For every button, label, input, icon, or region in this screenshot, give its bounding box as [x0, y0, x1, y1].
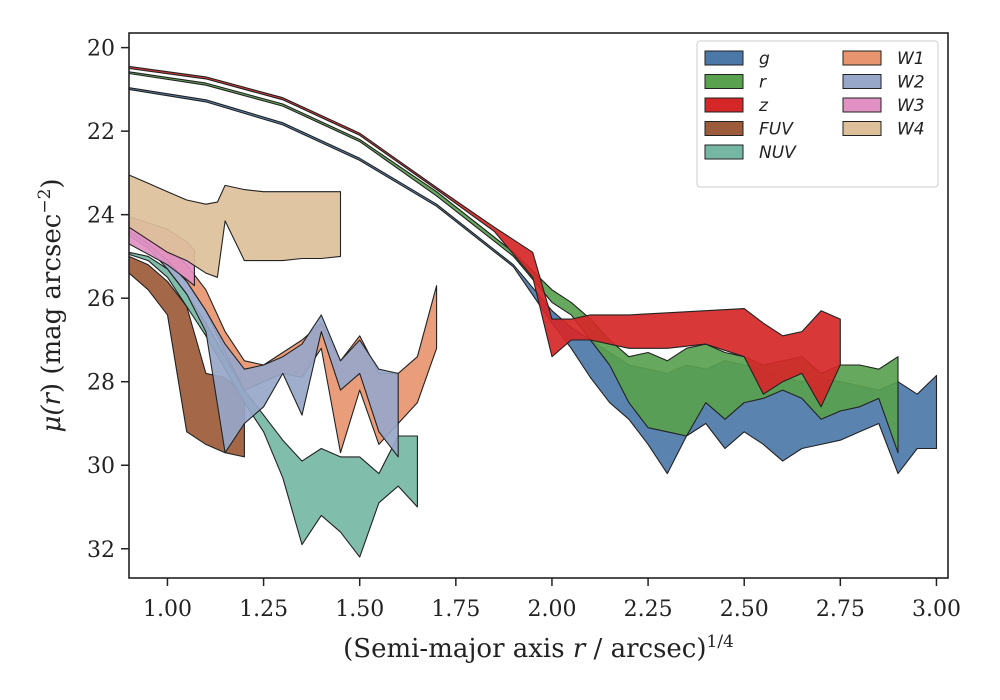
y-tick-label: 20 — [87, 37, 115, 62]
legend-swatch-nuv — [704, 144, 744, 160]
band-z — [128, 65, 841, 408]
legend: grz FUV NUV W1 W2 W3 W4 — [696, 40, 939, 188]
x-axis-label-sup: 1/4 — [707, 632, 734, 652]
legend-swatch-z — [704, 97, 744, 113]
x-axis-ticks: 1.00 1.25 1.50 1.75 2.00 2.25 2.50 2.75 3.00 — [143, 578, 961, 622]
legend-swatch-fuv — [704, 121, 744, 136]
y-axis-label-sup: −2 — [35, 189, 55, 214]
legend-swatch-w1 — [842, 50, 882, 66]
legend-label-w4: W4 — [897, 120, 925, 140]
y-axis-label: μ(r) (mag arcsec−2) — [35, 178, 67, 432]
plot-frame — [128, 32, 949, 579]
y-tick-label: 30 — [87, 454, 115, 479]
x-axis-label-var: r — [573, 634, 587, 664]
legend-label-nuv: NUV — [759, 143, 797, 163]
y-axis-ticks: 20 22 24 26 28 30 32 — [87, 37, 129, 563]
x-tick-label: 2.25 — [624, 597, 673, 622]
x-tick-label: 1.00 — [143, 597, 192, 622]
x-tick-label: 3.00 — [912, 597, 961, 622]
legend-swatch-w2 — [842, 74, 882, 89]
x-tick-label: 2.50 — [720, 597, 769, 622]
legend-swatch-r — [704, 74, 744, 89]
x-tick-label: 2.00 — [527, 597, 576, 622]
y-axis-label-mid: ) (mag arcsec — [37, 214, 67, 393]
band-w4 — [128, 174, 342, 278]
x-axis-label: (Semi-major axis r / arcsec)1/4 — [343, 632, 734, 664]
x-tick-label: 1.50 — [335, 597, 384, 622]
x-axis-label-prefix: (Semi-major axis — [343, 634, 573, 664]
legend-swatch-g — [704, 50, 744, 66]
y-tick-label: 22 — [87, 120, 115, 145]
y-axis-label-prefix: μ( — [37, 405, 67, 433]
legend-label-fuv: FUV — [759, 120, 794, 140]
legend-label-r: r — [759, 73, 767, 93]
legend-label-w2: W2 — [897, 73, 925, 93]
y-tick-label: 24 — [87, 204, 115, 229]
legend-swatch-w4 — [842, 121, 882, 136]
legend-swatch-w3 — [842, 97, 882, 113]
y-tick-label: 26 — [87, 287, 115, 312]
x-tick-label: 1.75 — [431, 597, 480, 622]
y-axis-label-var: r — [37, 392, 67, 406]
y-axis-label-suffix: ) — [37, 178, 67, 188]
legend-label-z: z — [758, 96, 769, 116]
legend-label-w1: W1 — [897, 49, 925, 69]
legend-label-g: g — [759, 49, 770, 69]
y-tick-label: 32 — [87, 538, 115, 563]
y-tick-label: 28 — [87, 371, 115, 396]
legend-label-w3: W3 — [897, 96, 925, 116]
band-fuv — [128, 255, 245, 458]
x-tick-label: 2.75 — [816, 597, 865, 622]
x-axis-label-mid: / arcsec) — [585, 634, 706, 664]
series-bands — [128, 65, 938, 558]
x-tick-label: 1.25 — [239, 597, 288, 622]
